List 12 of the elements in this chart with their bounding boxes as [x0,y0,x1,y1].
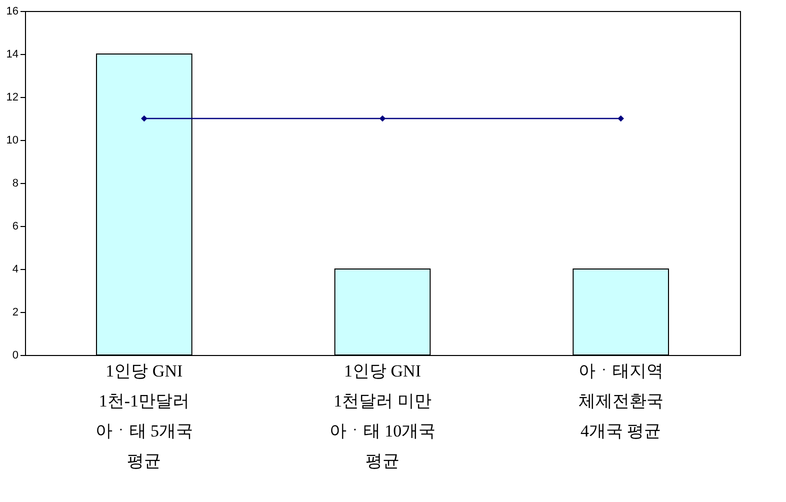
y-tick-label: 12 [6,92,18,104]
y-tick-label: 8 [12,178,18,190]
x-tick-label: 1인당 GNI 1천-1만달러 아ㆍ태 5개국 평균 [95,362,194,470]
x-tick-label: 1인당 GNI 1천달러 미만 아ㆍ태 10개국 평균 [329,362,436,470]
y-tick-label: 0 [12,350,18,362]
y-tick-label: 16 [6,6,18,18]
y-tick-label: 10 [6,134,18,146]
x-tick-label: 아ㆍ태지역 체제전환국 4개국 평균 [578,362,664,440]
y-tick-label: 14 [6,48,18,60]
y-tick-label: 4 [12,264,18,276]
y-tick-label: 6 [12,220,18,232]
y-tick-label: 2 [12,306,18,318]
